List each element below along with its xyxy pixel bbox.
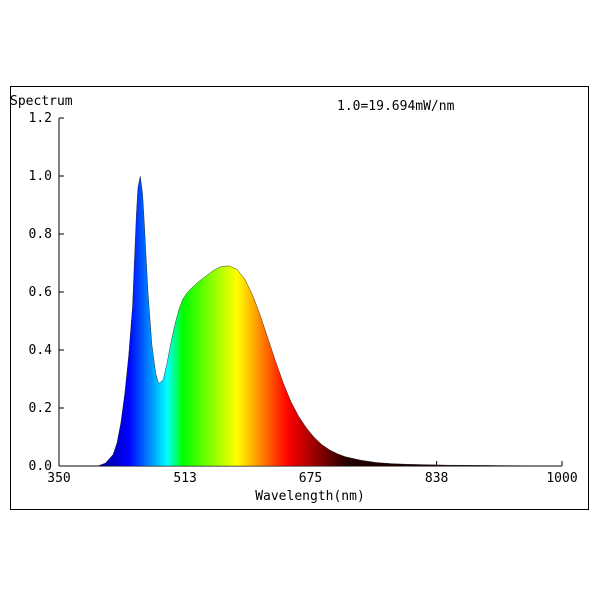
x-tick-label: 838 — [425, 471, 448, 486]
chart-title: Spectrum — [10, 94, 73, 109]
y-tick-label: 0.4 — [29, 343, 53, 358]
scale-annotation: 1.0=19.694mW/nm — [337, 99, 455, 114]
plot-area — [59, 175, 563, 467]
y-tick-label: 0.8 — [29, 227, 52, 242]
x-tick-label: 675 — [299, 471, 322, 486]
y-tick-label: 1.2 — [29, 111, 52, 126]
x-tick-label: 1000 — [546, 471, 577, 486]
x-tick-label: 350 — [47, 471, 70, 486]
spectrum-area — [59, 175, 563, 467]
x-axis-label: Wavelength(nm) — [255, 489, 365, 504]
y-tick-label: 0.6 — [29, 285, 52, 300]
ticks: 0.0 0.2 0.4 0.6 0.8 1.0 1.2 350 513 675 838 1000 — [29, 111, 578, 486]
y-tick-label: 1.0 — [29, 169, 52, 184]
y-tick-label: 0.2 — [29, 401, 52, 416]
x-tick-label: 513 — [173, 471, 196, 486]
y-tick-label: 0.0 — [29, 459, 52, 474]
